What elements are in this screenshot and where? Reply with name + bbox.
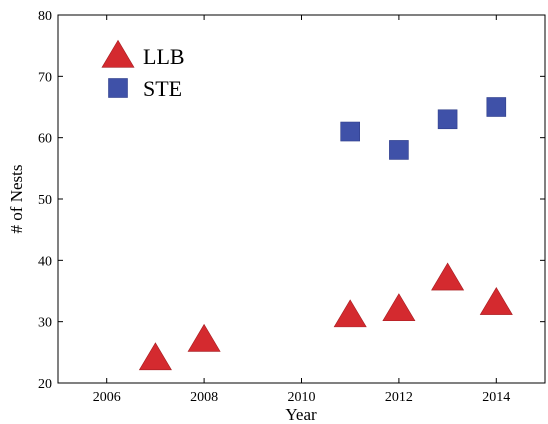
y-tick-label: 40: [38, 254, 52, 269]
y-tick-label: 30: [38, 316, 52, 331]
x-tick-label: 2012: [385, 390, 413, 405]
y-tick-label: 50: [38, 193, 52, 208]
y-tick-label: 70: [38, 70, 52, 85]
data-point-triangle: [431, 262, 465, 291]
data-point-square: [389, 140, 409, 160]
data-point-square: [486, 97, 507, 117]
series-ste: [340, 97, 507, 160]
data-point-triangle: [187, 323, 221, 352]
y-tick-label: 60: [38, 132, 52, 147]
legend-item-llb: LLB: [101, 39, 185, 69]
y-axis-title: # of Nests: [7, 165, 26, 234]
data-point-triangle: [138, 342, 172, 371]
axis-tick-labels: 2006 2008 2010 2012 2014 20 30 40 50 60 70 80: [38, 9, 510, 405]
data-point-square: [437, 109, 458, 130]
data-marks: [138, 97, 513, 371]
x-tick-label: 2010: [288, 390, 316, 405]
series-llb: [138, 262, 513, 371]
data-point-triangle: [479, 287, 513, 315]
legend-label: STE: [143, 76, 182, 101]
x-tick-label: 2014: [482, 390, 510, 405]
plot-area: [57, 14, 546, 384]
legend-triangle-marker: [101, 39, 135, 68]
legend-label: LLB: [143, 44, 185, 69]
legend: LLB STE: [101, 39, 185, 101]
data-point-triangle: [382, 293, 416, 322]
y-tick-label: 20: [38, 377, 52, 392]
x-tick-label: 2008: [190, 390, 218, 405]
axis-ticks: [58, 14, 545, 384]
x-axis-title: Year: [285, 405, 317, 424]
y-tick-label: 80: [38, 9, 52, 24]
x-tick-label: 2006: [93, 390, 121, 405]
data-point-square: [340, 121, 361, 142]
data-point-triangle: [333, 299, 367, 328]
legend-square-marker: [108, 78, 128, 98]
legend-item-ste: STE: [108, 76, 182, 101]
